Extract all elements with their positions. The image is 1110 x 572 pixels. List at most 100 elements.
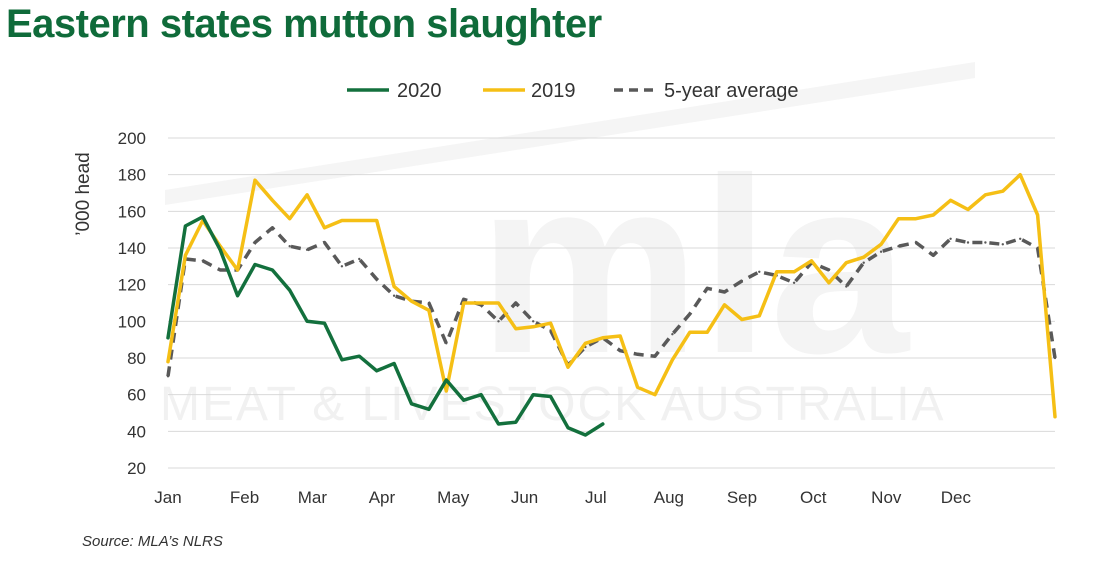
data-point — [914, 217, 918, 220]
data-point — [392, 294, 396, 297]
data-point — [932, 254, 935, 257]
data-point — [323, 226, 326, 229]
data-point — [427, 408, 431, 411]
x-axis-ticks: Jan Feb Mar Apr May Jun Jul Aug Sep Oct Nov Dec — [154, 488, 971, 507]
data-point — [636, 386, 639, 389]
data-point — [375, 219, 378, 222]
data-point — [601, 422, 604, 426]
data-point — [392, 362, 396, 365]
data-point — [479, 393, 483, 396]
data-point — [984, 241, 987, 244]
data-point — [219, 268, 222, 272]
series-line-2020 — [166, 215, 605, 437]
data-point — [879, 250, 883, 253]
chart-title: Eastern states mutton slaughter — [6, 2, 602, 46]
data-point — [566, 366, 570, 369]
data-point — [1036, 246, 1039, 250]
data-point — [271, 268, 274, 272]
data-point — [323, 322, 326, 325]
data-point — [897, 217, 900, 220]
data-point — [949, 237, 952, 240]
data-point — [549, 322, 552, 325]
data-point — [584, 342, 587, 345]
x-tick-label-aug: Aug — [654, 488, 684, 507]
data-point — [1001, 190, 1004, 193]
data-point — [636, 353, 639, 356]
data-point — [410, 402, 413, 405]
data-point — [740, 318, 744, 321]
data-point — [236, 268, 239, 272]
data-point — [253, 179, 257, 182]
data-point — [497, 301, 500, 305]
data-point — [305, 320, 309, 323]
data-point — [392, 285, 396, 288]
data-point — [375, 278, 378, 281]
x-tick-label-feb: Feb — [230, 488, 259, 507]
source-note: Source: MLA’s NLRS — [82, 533, 223, 550]
y-axis-label: ’000 head — [73, 152, 94, 235]
data-point — [549, 329, 552, 332]
data-point — [601, 336, 604, 339]
data-point — [305, 193, 309, 196]
x-tick-label-nov: Nov — [871, 488, 902, 507]
data-point — [340, 265, 344, 268]
data-point — [288, 289, 291, 292]
data-point — [184, 254, 187, 257]
data-point — [166, 336, 170, 339]
data-point — [671, 358, 674, 361]
x-tick-label-jun: Jun — [511, 488, 538, 507]
series-line-5-year-average — [166, 226, 1057, 377]
x-tick-label-oct: Oct — [800, 488, 827, 507]
data-point — [619, 334, 622, 338]
data-point — [358, 219, 361, 222]
data-point — [549, 395, 552, 398]
data-point — [619, 349, 622, 352]
data-point — [445, 342, 448, 345]
data-point — [166, 360, 170, 363]
data-point — [462, 301, 465, 305]
watermark-text: MEAT & LIVESTOCK AUSTRALIA — [160, 378, 946, 431]
data-point — [706, 331, 709, 334]
data-point — [445, 378, 448, 382]
data-point — [340, 358, 344, 361]
data-point — [219, 248, 222, 251]
data-point — [792, 281, 796, 284]
data-point — [740, 279, 744, 283]
data-point — [827, 268, 831, 272]
x-tick-label-sep: Sep — [727, 488, 757, 507]
y-tick-label: 160 — [118, 202, 146, 221]
data-point — [184, 224, 187, 228]
data-point — [201, 259, 204, 262]
data-point — [758, 270, 761, 273]
data-point — [966, 208, 970, 211]
data-point — [1019, 173, 1022, 176]
data-point — [984, 193, 987, 196]
data-point — [201, 215, 204, 218]
legend: 2020 2019 5-year average — [347, 80, 799, 102]
y-tick-label: 140 — [118, 239, 146, 258]
data-point — [427, 309, 431, 312]
x-tick-label-mar: Mar — [298, 488, 328, 507]
data-point — [253, 263, 257, 266]
series-lines — [166, 172, 1057, 437]
data-point — [758, 314, 761, 317]
data-point — [584, 433, 587, 437]
data-point — [671, 333, 674, 336]
data-point — [949, 199, 952, 202]
data-point — [897, 245, 900, 248]
data-point — [358, 257, 361, 261]
data-point — [445, 389, 448, 393]
data-point — [775, 270, 778, 273]
data-point — [845, 261, 848, 264]
data-point — [271, 226, 274, 229]
data-point — [514, 301, 517, 305]
series-line-2019 — [166, 172, 1057, 419]
y-tick-label: 40 — [127, 422, 146, 441]
data-point — [271, 199, 274, 202]
data-point — [688, 331, 691, 334]
data-point — [1036, 213, 1039, 217]
data-point — [532, 393, 535, 396]
data-point — [288, 245, 291, 248]
data-point — [427, 301, 431, 305]
